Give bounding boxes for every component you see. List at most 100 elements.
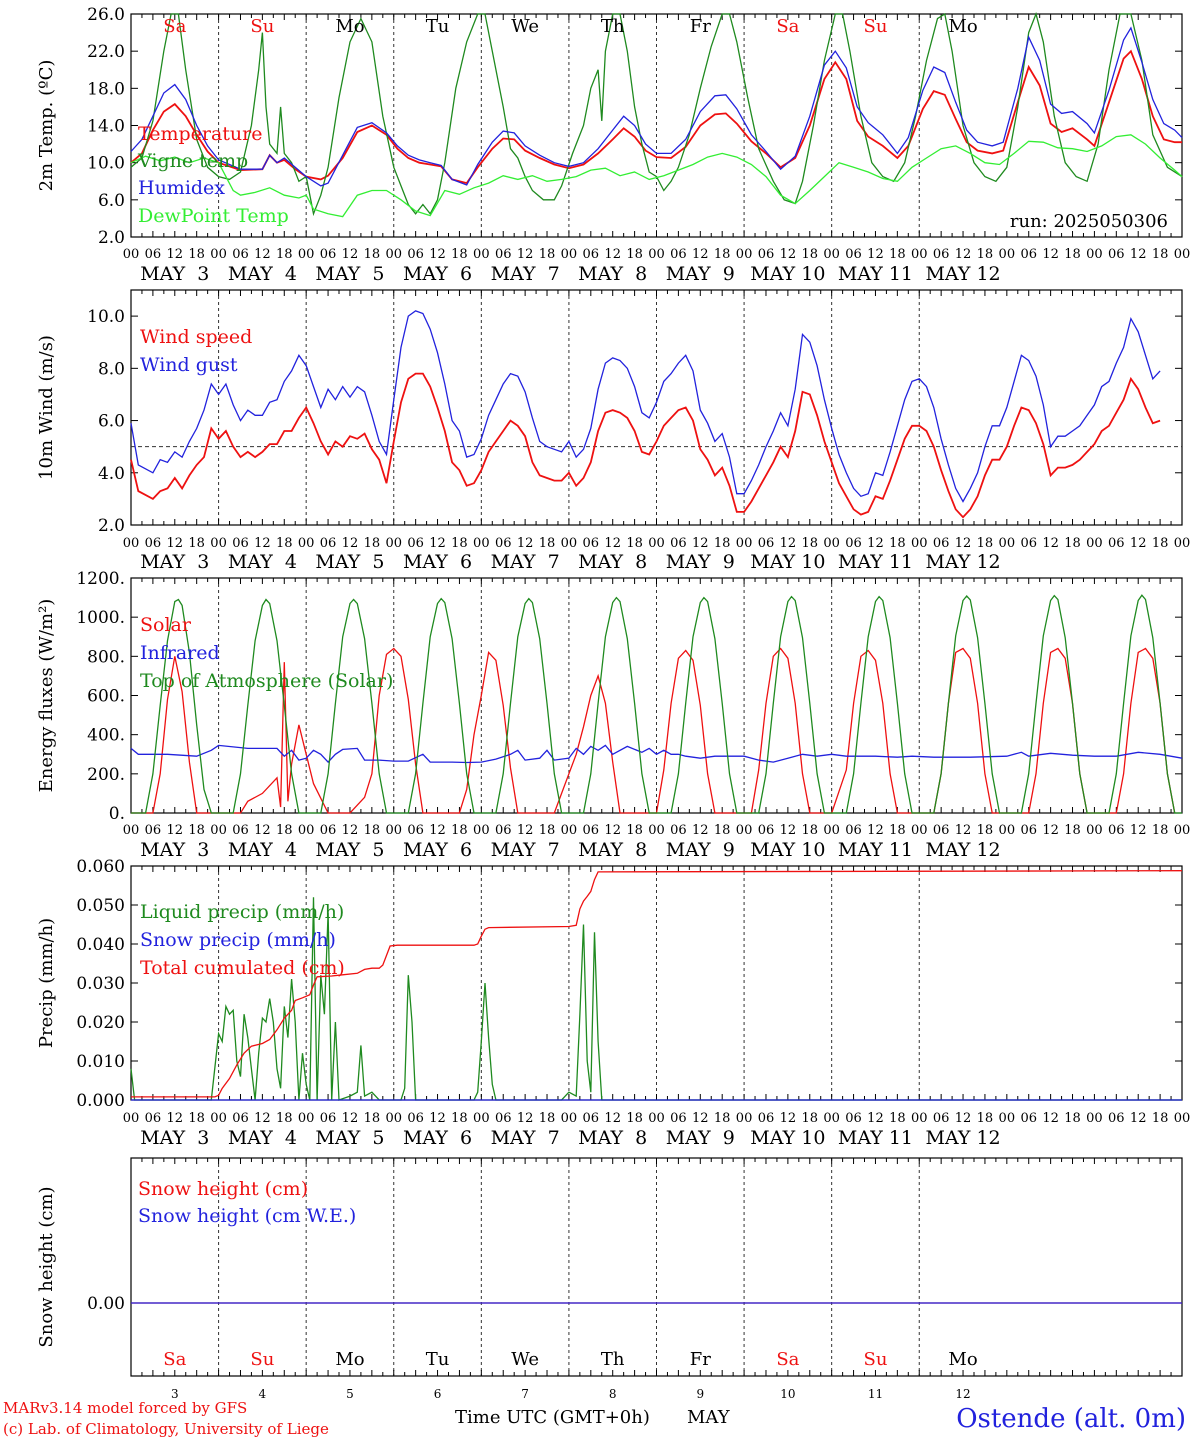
hour-tick-label: 00 [1086,536,1103,551]
y-axis-label: 2m Temp. (ºC) [36,60,57,192]
hour-tick-label: 12 [429,823,446,838]
hour-tick-label: 12 [167,823,184,838]
hour-tick-label: 18 [977,1111,994,1126]
hour-tick-label: 06 [232,823,249,838]
y-tick-label: 0.020 [76,1013,125,1033]
series-line-top-of-atmosphere-solar- [131,594,1182,814]
hour-tick-label: 00 [1174,247,1191,262]
date-label: MAY 5 [315,551,384,573]
hour-tick-label: 12 [604,536,621,551]
date-label: MAY 11 [838,839,913,861]
hour-tick-label: 06 [320,247,337,262]
hour-tick-label: 00 [1174,536,1191,551]
hour-tick-label: 18 [276,823,293,838]
hour-tick-label: 12 [342,1111,359,1126]
hour-tick-label: 12 [429,247,446,262]
hour-tick-label: 18 [801,247,818,262]
hour-tick-label: 12 [1130,247,1147,262]
date-label: MAY 8 [578,263,647,285]
y-tick-label: 1200. [76,569,125,589]
hour-tick-label: 18 [364,1111,381,1126]
hour-tick-label: 06 [1020,247,1037,262]
date-label: MAY 7 [491,1127,560,1149]
hour-tick-label: 00 [210,536,227,551]
date-label: MAY 3 [140,551,209,573]
weekday-label: We [511,16,539,37]
weekday-label: Tu [426,16,450,37]
date-label: MAY 3 [140,839,209,861]
date-label: MAY 6 [403,1127,472,1149]
date-label: MAY 10 [750,551,825,573]
hour-tick-label: 12 [254,247,271,262]
hour-tick-label: 06 [670,247,687,262]
date-label: MAY 8 [578,1127,647,1149]
weekday-label: Sa [776,16,799,37]
hour-tick-label: 12 [517,1111,534,1126]
legend-label: Wind speed [140,326,252,348]
date-label: MAY 4 [228,263,297,285]
date-label: MAY 11 [838,551,913,573]
day-number: 5 [346,1387,354,1401]
weekday-label: Mo [948,1349,977,1370]
hour-tick-label: 00 [473,1111,490,1126]
hour-tick-label: 06 [407,1111,424,1126]
hour-tick-label: 12 [1130,536,1147,551]
hour-tick-label: 06 [933,1111,950,1126]
panel-3: 0. 200. 400. 600. 800. 1000. 1200. Energy fluxe… [36,569,1190,861]
hour-tick-label: 18 [889,536,906,551]
weekday-label: Fr [690,1349,711,1370]
hour-tick-label: 00 [648,247,665,262]
date-label: MAY 9 [666,1127,735,1149]
hour-tick-label: 06 [232,536,249,551]
hour-tick-label: 12 [604,247,621,262]
hour-tick-label: 12 [1042,1111,1059,1126]
hour-tick-label: 12 [955,823,972,838]
date-label: MAY 7 [491,839,560,861]
hour-tick-label: 18 [451,1111,468,1126]
hour-tick-label: 06 [145,823,162,838]
hour-tick-label: 06 [320,536,337,551]
hour-tick-label: 18 [539,247,556,262]
date-label: MAY 11 [838,1127,913,1149]
hour-tick-label: 00 [298,823,315,838]
x-axis-title: Time UTC (GMT+0h) [455,1407,650,1428]
day-number: 6 [434,1387,442,1401]
hour-tick-label: 00 [385,536,402,551]
y-tick-label: 8.0 [98,359,125,379]
legend-label: Infrared [140,642,220,664]
hour-tick-label: 18 [276,536,293,551]
hour-tick-label: 06 [320,823,337,838]
hour-tick-label: 18 [1152,823,1169,838]
hour-tick-label: 00 [561,1111,578,1126]
panel-2: 2.0 4.0 6.0 8.0 10.0 10m Wind (m/s) Wind speed… [36,289,1191,573]
weekday-label: Tu [426,1349,450,1370]
hour-tick-label: 00 [736,823,753,838]
series-line-temperature [130,49,1182,185]
hour-tick-label: 18 [364,247,381,262]
hour-tick-label: 06 [495,823,512,838]
footer-copyright: (c) Lab. of Climatology, University of L… [3,1420,329,1438]
hour-tick-label: 00 [823,1111,840,1126]
hour-tick-label: 18 [626,823,643,838]
hour-tick-label: 12 [254,823,271,838]
date-label: MAY 5 [315,263,384,285]
legend-label: Snow height (cm) [138,1178,308,1200]
y-tick-label: 200. [87,765,125,785]
hour-tick-label: 06 [933,823,950,838]
weekday-label: Th [601,16,625,37]
hour-tick-label: 18 [714,536,731,551]
date-label: MAY 8 [578,551,647,573]
hour-tick-label: 06 [495,536,512,551]
hour-tick-label: 00 [823,536,840,551]
date-label: MAY 6 [403,839,472,861]
hour-tick-label: 00 [1086,247,1103,262]
hour-tick-label: 12 [429,1111,446,1126]
hour-tick-label: 00 [298,1111,315,1126]
panel-1: 2.0 6.0 10.0 14.0 18.0 22.0 26.0 2m Temp. (ºC) T… [36,5,1190,285]
date-label: MAY 4 [228,839,297,861]
legend-label: Top of Atmosphere (Solar) [140,670,393,692]
hour-tick-label: 06 [670,1111,687,1126]
y-axis-label: Precip (mm/h) [36,918,57,1048]
date-label: MAY 6 [403,551,472,573]
y-axis-label: Snow height (cm) [36,1186,57,1347]
